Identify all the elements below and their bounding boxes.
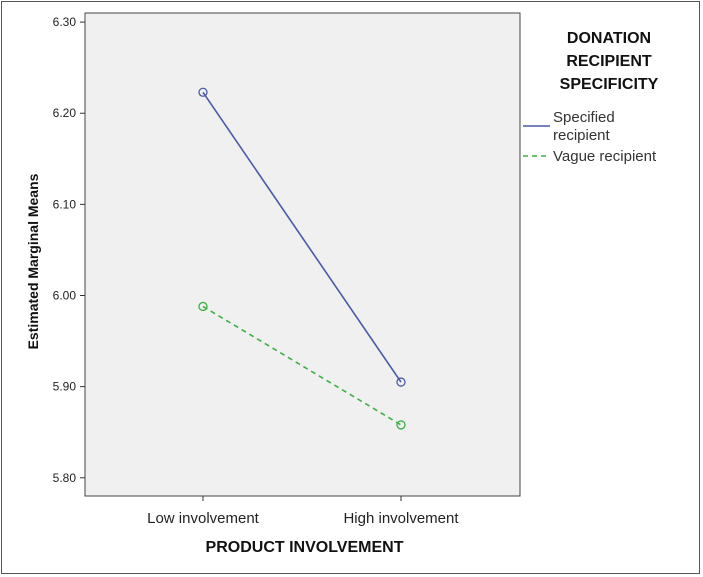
y-tick-label: 6.30 — [53, 15, 77, 29]
legend-label: Specified — [553, 109, 615, 126]
series-line — [202, 305, 402, 426]
x-tick-label: Low involvement — [147, 510, 260, 527]
x-axis-title: PRODUCT INVOLVEMENT — [206, 539, 404, 556]
legend-label: Vague recipient — [553, 148, 657, 165]
y-tick-label: 6.10 — [53, 197, 77, 211]
y-tick-label: 5.80 — [53, 471, 77, 485]
legend-title-line: DONATION — [567, 30, 651, 47]
y-tick-label: 6.20 — [53, 106, 77, 120]
data-point — [198, 87, 208, 97]
y-tick-label: 5.90 — [53, 380, 77, 394]
plot-area — [84, 12, 521, 497]
data-point — [198, 301, 208, 312]
legend-title-line: SPECIFICITY — [560, 76, 659, 93]
series-line — [202, 91, 402, 383]
data-point — [396, 377, 406, 387]
legend-title-line: RECIPIENT — [566, 53, 652, 70]
y-tick-label: 6.00 — [53, 289, 77, 303]
x-tick-label: High involvement — [343, 510, 459, 527]
y-axis-title: Estimated Marginal Means — [25, 173, 41, 349]
legend-label: recipient — [553, 127, 611, 144]
data-point — [396, 420, 406, 430]
